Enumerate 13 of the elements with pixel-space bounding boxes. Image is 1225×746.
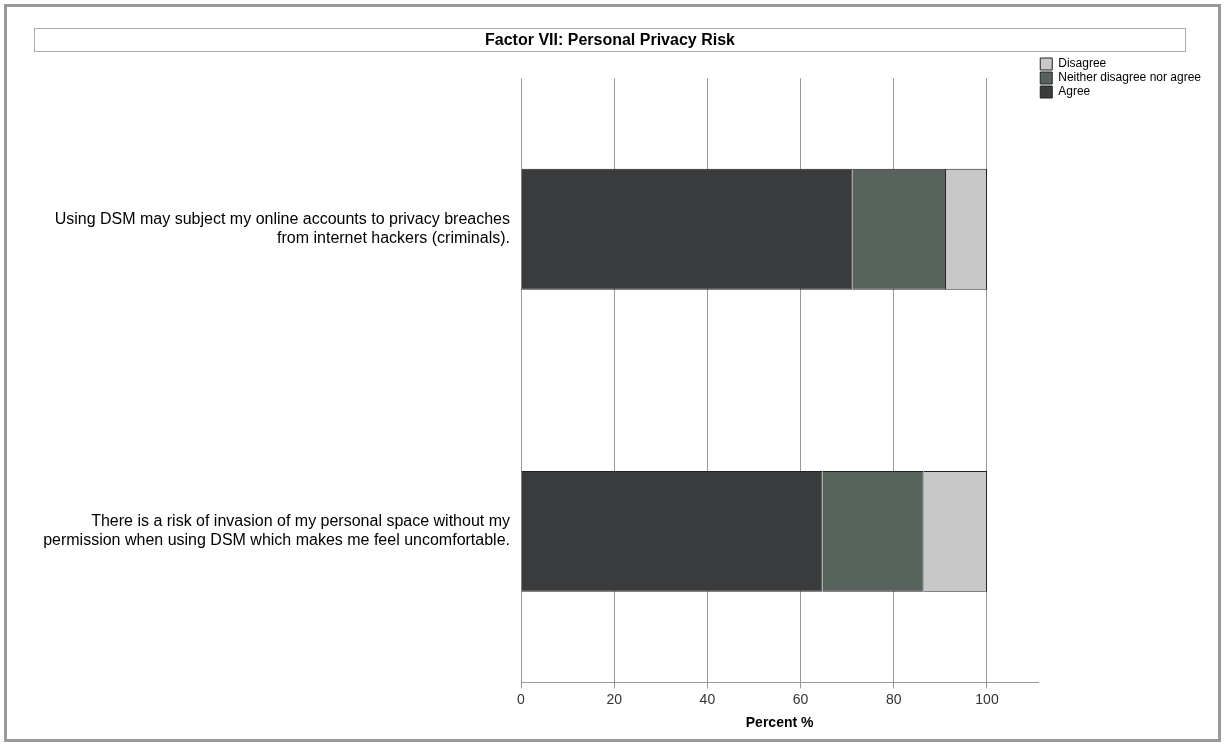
x-tick-label: 60	[792, 690, 809, 707]
legend-label: Neither disagree nor agree	[1058, 70, 1202, 85]
x-tick-label: 80	[886, 690, 902, 707]
x-tick-label: 0	[517, 690, 526, 707]
legend-label: Agree	[1058, 84, 1091, 99]
y-tick-label: Using DSM may subject my online accounts to privacy breaches from internet hackers (criminals).	[54, 210, 510, 247]
chart-title: Factor VII: Personal Privacy Risk	[34, 28, 1186, 52]
x-tick-label: 20	[606, 690, 623, 707]
x-axis-title: Percent %	[745, 714, 815, 731]
x-tick-label: 40	[699, 690, 716, 707]
legend-label: Disagree	[1058, 56, 1107, 71]
y-tick-label: There is a risk of invasion of my personal space without my permission when using DSM which makes me feel uncomfortable.	[43, 512, 510, 549]
x-tick-label: 100	[975, 690, 999, 707]
